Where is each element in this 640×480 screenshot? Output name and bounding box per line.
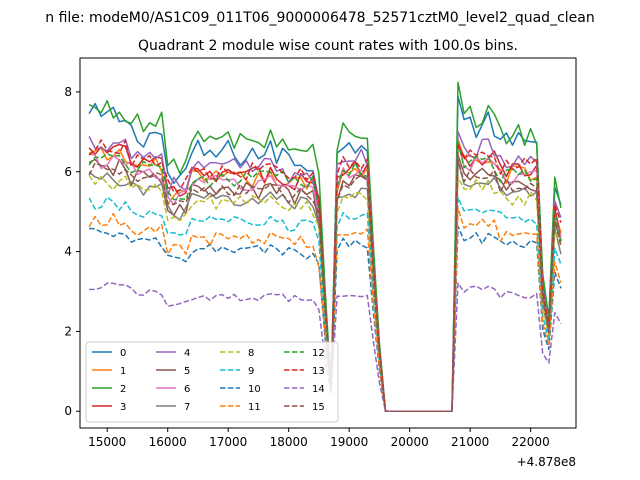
chart-title: Quadrant 2 module wise count rates with … [138,38,518,54]
series-line-11 [88,207,562,412]
figure-suptitle: n file: modeM0/AS1C09_011T06_9000006478_… [45,10,594,26]
series-line-2 [88,81,562,412]
legend-label-9: 9 [248,366,254,377]
series-line-9 [88,196,562,412]
x-tick-label: 16000 [149,435,187,449]
legend-label-5: 5 [184,366,190,377]
x-tick-label: 15000 [88,435,126,449]
legend-label-15: 15 [312,402,325,413]
legend-label-6: 6 [184,384,190,395]
series-line-10 [89,225,562,412]
series-line-13 [88,139,562,412]
x-tick-label: 19000 [330,435,368,449]
x-tick-label: 22000 [512,435,550,449]
legend-label-13: 13 [312,366,325,377]
axes-frame [79,57,577,429]
y-tick-label: 0 [64,404,72,418]
x-tick-label: 20000 [391,435,429,449]
y-tick-label: 2 [64,324,72,338]
legend-label-14: 14 [312,384,325,395]
legend-label-11: 11 [248,402,261,413]
legend-label-3: 3 [120,402,126,413]
legend-label-1: 1 [120,366,126,377]
legend-label-7: 7 [184,402,190,413]
y-axis: 0 2 4 6 8 [64,85,80,418]
legend-label-8: 8 [248,348,254,359]
legend-label-2: 2 [120,384,126,395]
x-tick-label: 17000 [209,435,247,449]
x-tick-label: 18000 [270,435,308,449]
x-tick-label: 21000 [451,435,489,449]
y-tick-label: 4 [64,245,72,259]
series-line-15 [88,159,562,412]
series-layer [88,81,562,412]
legend-label-10: 10 [248,384,261,395]
y-tick-label: 6 [64,165,72,179]
legend-frame [85,341,339,423]
x-axis: 15000 16000 17000 18000 19000 20000 21000 22000 [88,428,550,449]
legend-label-0: 0 [120,348,126,359]
y-tick-label: 8 [64,85,72,99]
x-axis-offset-label: +4.878e8 [517,455,576,469]
legend-label-12: 12 [312,348,325,359]
legend-label-4: 4 [184,348,190,359]
